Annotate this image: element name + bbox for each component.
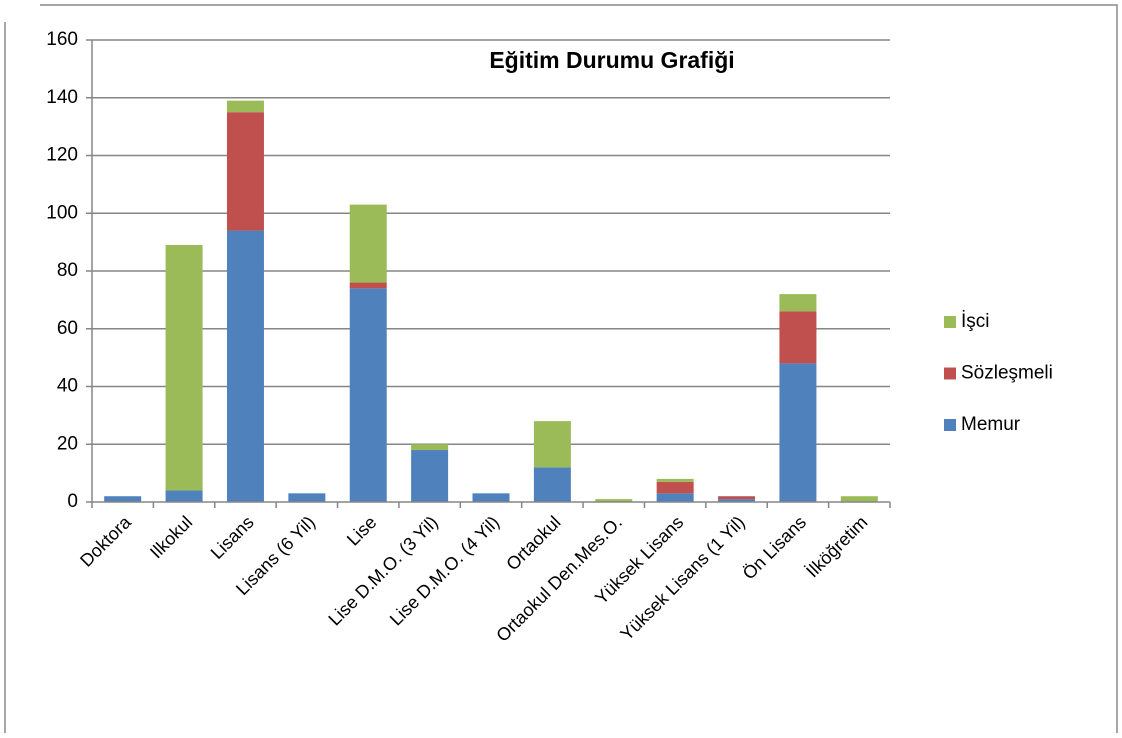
- bar-segment: [349, 282, 387, 289]
- bar-segment: [656, 481, 694, 494]
- bar-segment: [472, 493, 510, 502]
- bar-segment: [226, 230, 264, 502]
- bar-segment: [595, 499, 633, 502]
- bar-segment: [779, 311, 817, 364]
- y-tick-label: 20: [57, 433, 78, 454]
- bar-segment: [165, 245, 203, 491]
- bar-segment: [840, 496, 878, 502]
- bar-segment: [349, 204, 387, 283]
- y-tick-label: 80: [57, 260, 78, 281]
- bar-segment: [656, 493, 694, 502]
- bar-segment: [533, 421, 571, 468]
- bar-segment: [288, 493, 326, 502]
- y-tick-label: 160: [46, 29, 78, 50]
- bar-segment: [226, 112, 264, 231]
- legend-swatch: [944, 419, 956, 431]
- bar-segment: [779, 363, 817, 502]
- bar-segment: [104, 496, 142, 502]
- bar-segment: [411, 450, 449, 502]
- bar-segment: [718, 496, 756, 500]
- bar-segment: [656, 478, 694, 482]
- bar-segment: [718, 499, 756, 502]
- chart-title: Eğitim Durumu Grafiği: [489, 47, 734, 73]
- y-tick-label: 40: [57, 376, 78, 397]
- bar-segment: [165, 490, 203, 502]
- y-tick-label: 60: [57, 318, 78, 339]
- bar-segment: [411, 444, 449, 451]
- y-tick-label: 120: [46, 145, 78, 166]
- bar-segment: [226, 100, 264, 113]
- legend-swatch: [944, 316, 956, 328]
- legend-swatch: [944, 367, 956, 380]
- legend-label: Memur: [961, 414, 1021, 435]
- legend-label: Sözleşmeli: [961, 363, 1053, 384]
- bar-segment: [533, 467, 571, 502]
- y-tick-label: 100: [46, 202, 78, 223]
- bar-segment: [349, 288, 387, 502]
- legend-label: İşci: [961, 311, 990, 332]
- chart-frame: [4, 4, 1118, 733]
- y-tick-label: 0: [67, 491, 78, 512]
- bar-segment: [779, 294, 817, 312]
- y-tick-label: 140: [46, 87, 78, 108]
